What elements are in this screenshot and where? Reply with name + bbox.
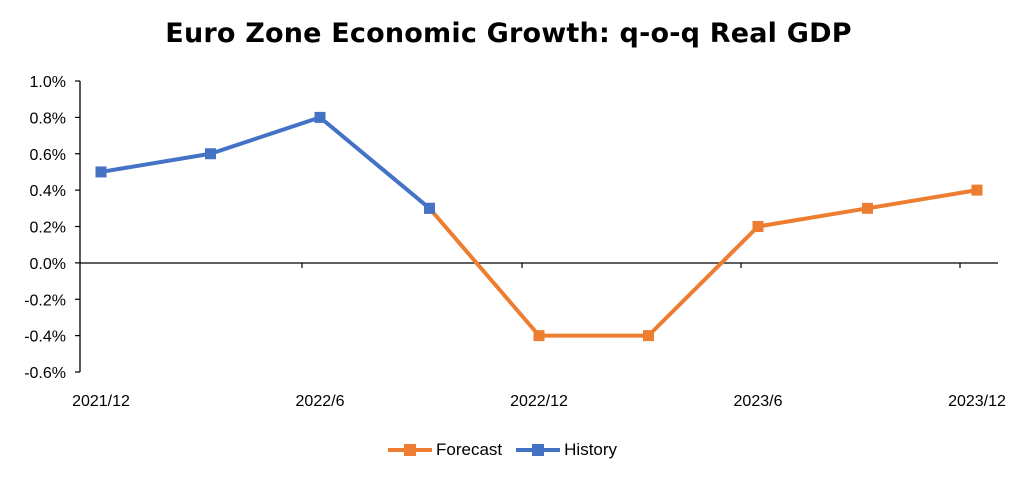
series-line-forecast: [427, 188, 978, 338]
data-point-forecast: [971, 184, 983, 196]
series-layer: [95, 111, 983, 342]
y-tick-label: 0.8%: [30, 110, 66, 127]
chart-title: Euro Zone Economic Growth: q-o-q Real GD…: [165, 18, 852, 49]
y-axis-ticks: 1.0% 0.8% 0.6% 0.4% 0.2% 0.0% -0.2% -0.4% -0.6%: [24, 74, 80, 382]
data-point-history: [314, 111, 326, 123]
x-tick-label: 2022/6: [296, 393, 345, 410]
legend-swatch-history: [516, 442, 561, 458]
legend-label-history: History: [564, 440, 618, 459]
data-point-history: [205, 148, 216, 160]
data-point-history: [424, 202, 435, 214]
data-point-forecast: [862, 202, 873, 214]
plot-area: 1.0%0.8%0.6%0.4%0.2%0.0%-0.2%-0.4%-0.6% …: [24, 74, 1006, 410]
data-point-forecast: [752, 221, 764, 232]
x-tick-label: 2023/12: [948, 393, 1006, 410]
legend-item-forecast: Forecast: [388, 440, 502, 460]
y-tick-label: -0.4%: [24, 329, 66, 346]
y-tick-label: -0.2%: [24, 292, 66, 309]
y-tick-label: 0.2%: [30, 220, 66, 237]
y-tick-label: 0.4%: [30, 183, 66, 200]
legend-label-forecast: Forecast: [436, 440, 503, 459]
x-tick-label: 2021/12: [72, 393, 130, 410]
series-line-history: [100, 115, 431, 210]
y-tick-label: 1.0%: [30, 74, 66, 91]
y-tick-label: 0.0%: [30, 256, 66, 273]
x-axis-ticks: 2021/12 2022/6 2022/12 2023/6 2023/12: [72, 263, 1006, 410]
data-point-forecast: [533, 330, 545, 342]
x-tick-label: 2023/6: [734, 393, 783, 410]
data-point-forecast: [643, 330, 654, 342]
legend-marker-forecast: [404, 444, 416, 456]
legend: Forecast History: [388, 440, 617, 460]
y-tick-label: 0.6%: [30, 147, 66, 164]
legend-marker-history: [532, 444, 545, 456]
legend-item-history: History: [516, 440, 617, 460]
data-point-history: [95, 166, 107, 178]
legend-swatch-forecast: [388, 442, 432, 458]
x-tick-label: 2022/12: [510, 393, 568, 410]
y-tick-label: -0.6%: [24, 365, 66, 382]
